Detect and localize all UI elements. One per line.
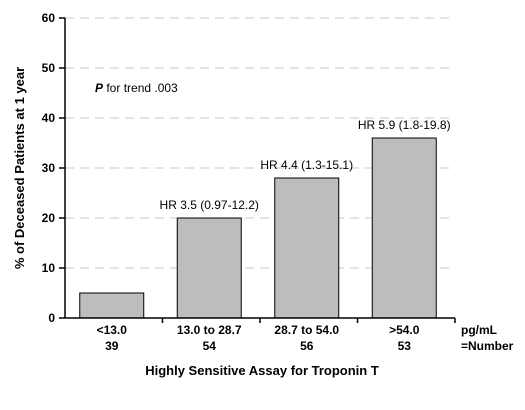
y-ticks: 0 10 20 30 40 50 60 [42,11,456,325]
category-label-4: >54.0 [389,323,420,337]
category-label-1: <13.0 [97,323,128,337]
category-count-3: 56 [300,339,314,353]
y-tick-label-20: 20 [42,211,56,225]
unit-label: pg/mL [461,323,497,337]
y-tick-label-10: 10 [42,261,56,275]
count-label: =Number [461,339,514,353]
y-tick-label-0: 0 [48,311,55,325]
y-tick-label-60: 60 [42,11,56,25]
bar-label-4: HR 5.9 (1.8-19.8) [358,118,451,132]
bar-label-3: HR 4.4 (1.3-15.1) [260,158,353,172]
x-axis-title: Highly Sensitive Assay for Troponin T [145,363,379,378]
category-count-2: 54 [203,339,217,353]
y-tick-label-50: 50 [42,61,56,75]
bars [79,137,437,319]
category-count-4: 53 [398,339,412,353]
bar-2 [176,217,242,319]
category-labels: <13.0 39 13.0 to 28.7 54 28.7 to 54.0 56 >54.0… [97,323,420,353]
p-trend-text: for trend .003 [103,81,178,95]
y-axis-title: % of Deceased Patients at 1 year [12,67,27,269]
y-tick-label-30: 30 [42,161,56,175]
bar-4 [371,137,437,319]
bar-label-2: HR 3.5 (0.97-12.2) [160,198,259,212]
bar-3 [274,177,340,319]
category-count-1: 39 [105,339,119,353]
category-label-2: 13.0 to 28.7 [177,323,242,337]
bar-1 [79,292,145,319]
p-symbol: P [95,81,104,95]
gridlines [65,17,455,269]
p-trend-annotation: P for trend .003 [95,81,178,95]
category-label-3: 28.7 to 54.0 [274,323,339,337]
y-tick-label-40: 40 [42,111,56,125]
bar-value-labels: HR 3.5 (0.97-12.2) HR 4.4 (1.3-15.1) HR 5.… [160,118,451,212]
